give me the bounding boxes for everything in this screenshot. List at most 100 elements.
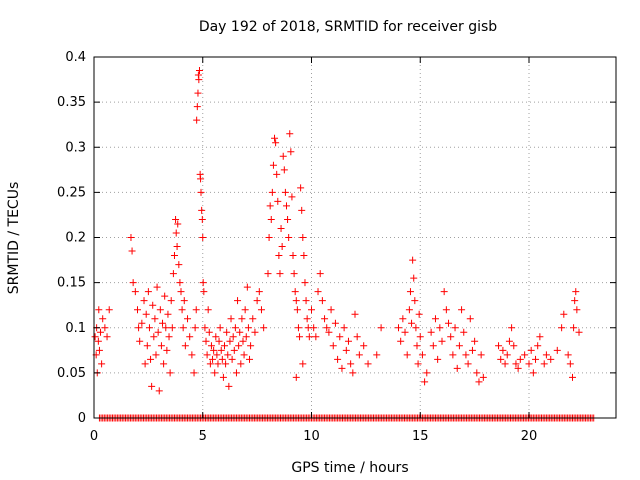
data-point	[499, 346, 507, 354]
data-point	[215, 337, 223, 345]
data-point	[434, 355, 442, 363]
data-point	[149, 301, 157, 309]
data-point	[184, 315, 192, 323]
data-point	[449, 351, 457, 359]
data-point	[166, 369, 174, 377]
data-point	[360, 342, 368, 350]
data-point	[347, 360, 355, 368]
data-point	[199, 234, 207, 241]
data-point	[453, 364, 461, 372]
data-point	[144, 288, 152, 296]
data-point	[338, 364, 346, 372]
data-point	[97, 328, 105, 336]
data-point	[176, 279, 184, 287]
data-point	[95, 346, 103, 354]
data-point	[331, 319, 339, 327]
data-point	[429, 342, 437, 350]
data-point	[527, 346, 535, 354]
data-point	[296, 333, 304, 341]
data-point	[234, 297, 242, 305]
data-point	[510, 342, 518, 350]
data-point	[173, 243, 181, 251]
data-point	[397, 337, 405, 345]
data-point	[462, 351, 470, 359]
data-point	[199, 279, 207, 287]
data-point	[327, 306, 335, 314]
data-point	[294, 324, 302, 332]
y-axis-label: SRMTID / TECUs	[6, 182, 22, 295]
data-point	[213, 351, 221, 359]
data-point	[285, 234, 293, 241]
data-point	[192, 306, 200, 314]
data-point	[310, 324, 318, 332]
x-tick-label: 0	[90, 429, 98, 444]
data-point	[204, 306, 212, 314]
data-point	[445, 319, 453, 327]
data-point	[291, 288, 299, 296]
data-point	[210, 346, 218, 354]
data-point	[447, 333, 455, 341]
data-point	[280, 166, 288, 174]
data-point	[95, 306, 103, 314]
data-point	[228, 355, 236, 363]
data-point	[436, 324, 444, 332]
data-point	[229, 333, 237, 341]
data-point	[180, 297, 188, 305]
data-point	[201, 324, 209, 332]
data-point	[197, 188, 205, 196]
data-point	[193, 116, 201, 124]
data-point	[477, 351, 485, 359]
data-point	[247, 342, 255, 350]
data-point	[281, 188, 289, 196]
data-point	[244, 324, 252, 332]
data-point	[277, 224, 285, 232]
data-point	[373, 351, 381, 359]
data-point	[451, 324, 459, 332]
data-point	[232, 369, 240, 377]
data-point	[242, 333, 250, 341]
data-point	[230, 346, 238, 354]
data-point	[571, 297, 579, 305]
data-point	[273, 170, 281, 178]
data-point	[340, 324, 348, 332]
data-point	[464, 360, 472, 368]
x-tick-label: 5	[199, 429, 207, 444]
data-point	[353, 333, 361, 341]
data-point	[216, 324, 224, 332]
data-point	[573, 306, 581, 314]
data-point	[566, 360, 574, 368]
data-point	[479, 373, 487, 381]
data-point	[540, 360, 548, 368]
data-point	[94, 337, 102, 345]
x-tick-label: 20	[521, 429, 538, 444]
data-point	[193, 103, 201, 111]
data-point	[237, 360, 245, 368]
data-point	[224, 351, 232, 359]
data-point	[316, 270, 324, 278]
data-point	[406, 288, 414, 296]
data-point	[399, 315, 407, 323]
axis-ticks: 0 0.05 0.1 0.15 0.2 0.25 0.3 0.35 0.4 0 5 10 15 20	[57, 50, 616, 444]
data-point	[147, 355, 155, 363]
data-point	[288, 193, 296, 201]
data-point	[255, 288, 263, 296]
data-point	[169, 270, 177, 278]
data-point	[475, 378, 483, 386]
data-point	[431, 315, 439, 323]
data-point	[409, 256, 417, 264]
data-point	[127, 234, 135, 241]
data-point	[231, 324, 239, 332]
data-point	[293, 306, 301, 314]
data-point	[103, 333, 111, 341]
data-point	[221, 342, 228, 350]
data-point	[297, 184, 305, 192]
data-point	[468, 346, 476, 354]
data-point	[532, 355, 540, 363]
data-point	[514, 364, 522, 372]
data-point	[152, 351, 160, 359]
data-point	[246, 355, 254, 363]
data-point	[377, 324, 385, 332]
data-point	[321, 315, 329, 323]
data-point	[569, 373, 576, 381]
data-point	[238, 315, 246, 323]
